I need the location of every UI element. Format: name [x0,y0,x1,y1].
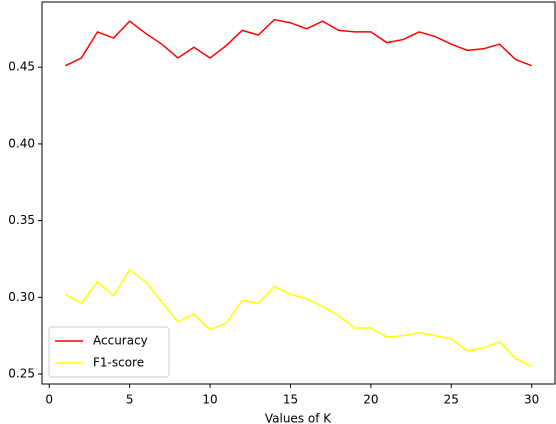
legend-box [48,326,170,378]
y-tick-label: 0.30 [8,290,35,304]
x-tick-label: 0 [45,393,53,407]
plot-frame [41,1,556,385]
x-tick-label: 25 [444,393,459,407]
line-series [64,18,532,67]
legend-label: F1-score [93,356,144,370]
x-tick-label: 30 [524,393,539,407]
x-tick-label: 20 [363,393,378,407]
y-tick-label: 0.45 [8,60,35,74]
y-tick-label: 0.40 [8,136,35,150]
x-tick-label: 5 [126,393,134,407]
line-series [64,268,533,368]
legend-label: Accuracy [93,334,148,348]
x-tick-label: 15 [283,393,298,407]
x-tick-label: 10 [202,393,217,407]
y-tick-label: 0.25 [8,367,35,381]
x-axis-label: Values of K [265,412,332,424]
y-tick-label: 0.35 [8,213,35,227]
